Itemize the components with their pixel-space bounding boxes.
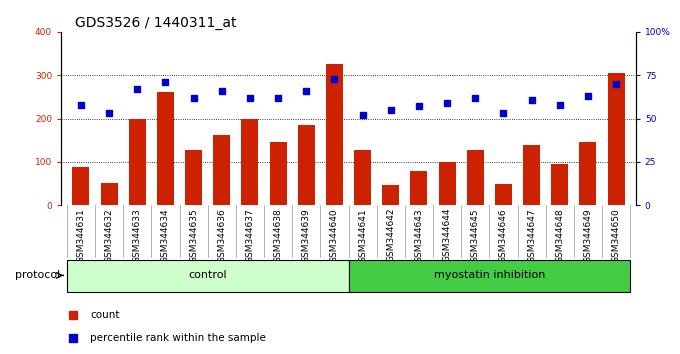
- Bar: [270, 142, 286, 205]
- Text: GSM344634: GSM344634: [161, 208, 170, 263]
- Bar: [214, 135, 231, 205]
- Text: GSM344647: GSM344647: [527, 208, 536, 263]
- Bar: [348, 260, 630, 292]
- Text: GDS3526 / 1440311_at: GDS3526 / 1440311_at: [75, 16, 237, 30]
- Text: GSM344631: GSM344631: [76, 208, 86, 263]
- Text: GSM344650: GSM344650: [611, 208, 621, 263]
- Bar: [185, 150, 202, 205]
- Bar: [354, 150, 371, 205]
- Bar: [298, 125, 315, 205]
- Text: GSM344644: GSM344644: [443, 208, 452, 262]
- Text: GSM344640: GSM344640: [330, 208, 339, 263]
- Bar: [326, 64, 343, 205]
- Text: GSM344642: GSM344642: [386, 208, 395, 262]
- Bar: [411, 171, 427, 205]
- Text: GSM344646: GSM344646: [499, 208, 508, 263]
- Text: control: control: [188, 270, 227, 280]
- Bar: [241, 119, 258, 205]
- Text: GSM344638: GSM344638: [273, 208, 283, 263]
- Bar: [157, 92, 174, 205]
- Text: GSM344633: GSM344633: [133, 208, 141, 263]
- Bar: [439, 162, 456, 205]
- Bar: [129, 119, 146, 205]
- Text: GSM344636: GSM344636: [217, 208, 226, 263]
- Text: protocol: protocol: [16, 270, 61, 280]
- Bar: [466, 150, 483, 205]
- Text: GSM344645: GSM344645: [471, 208, 480, 263]
- Text: count: count: [90, 310, 120, 320]
- Bar: [67, 260, 349, 292]
- Bar: [73, 167, 89, 205]
- Text: GSM344649: GSM344649: [583, 208, 592, 263]
- Bar: [382, 184, 399, 205]
- Bar: [579, 142, 596, 205]
- Text: myostatin inhibition: myostatin inhibition: [434, 270, 545, 280]
- Text: GSM344637: GSM344637: [245, 208, 254, 263]
- Text: GSM344635: GSM344635: [189, 208, 198, 263]
- Text: GSM344648: GSM344648: [556, 208, 564, 263]
- Bar: [608, 73, 624, 205]
- Text: GSM344643: GSM344643: [414, 208, 424, 263]
- Bar: [495, 184, 512, 205]
- Text: GSM344639: GSM344639: [302, 208, 311, 263]
- Bar: [101, 183, 118, 205]
- Bar: [523, 144, 540, 205]
- Bar: [551, 164, 568, 205]
- Text: GSM344641: GSM344641: [358, 208, 367, 263]
- Text: GSM344632: GSM344632: [105, 208, 114, 263]
- Text: percentile rank within the sample: percentile rank within the sample: [90, 333, 266, 343]
